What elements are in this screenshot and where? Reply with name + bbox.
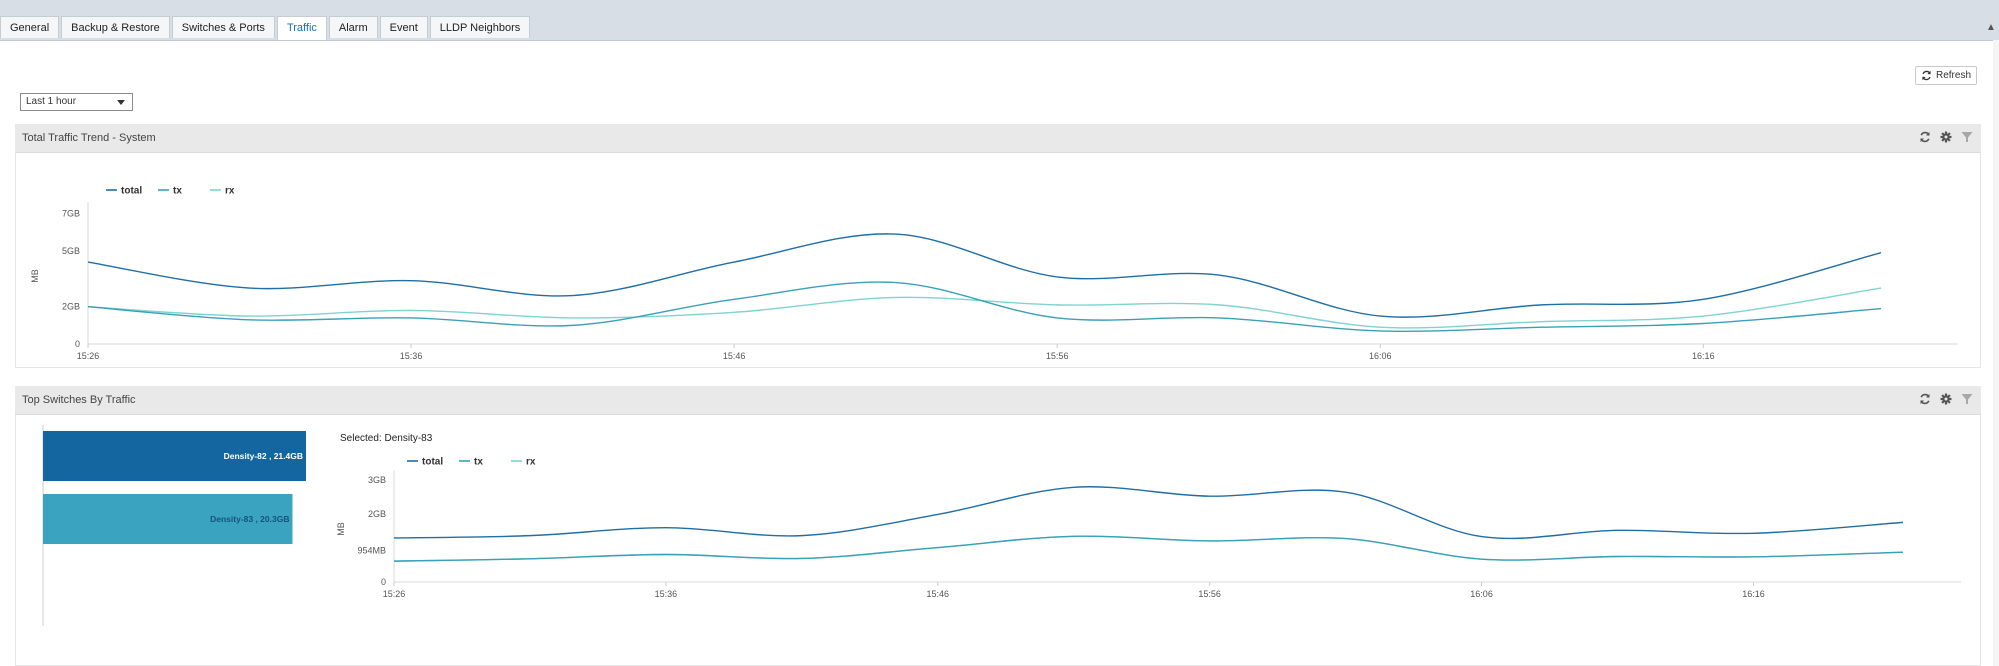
bar-label: Density-82 , 21.4GB bbox=[224, 451, 303, 461]
y-axis-label: MB bbox=[336, 522, 346, 536]
x-tick-label: 15:56 bbox=[1046, 351, 1069, 361]
y-tick-label: 7GB bbox=[62, 209, 80, 219]
y-tick-label: 0 bbox=[75, 339, 80, 349]
refresh-icon[interactable] bbox=[1919, 131, 1931, 143]
tab-alarm[interactable]: Alarm bbox=[328, 16, 378, 38]
refresh-icon[interactable] bbox=[1919, 393, 1931, 405]
tab-event[interactable]: Event bbox=[379, 16, 428, 38]
legend-label-tx[interactable]: tx bbox=[173, 186, 182, 197]
y-tick-label: 5GB bbox=[62, 246, 80, 256]
refresh-button[interactable]: Refresh bbox=[1915, 66, 1977, 85]
x-tick-label: 16:16 bbox=[1692, 351, 1715, 361]
filter-icon[interactable] bbox=[1961, 393, 1973, 405]
time-range-select[interactable]: Last 1 hour bbox=[20, 93, 133, 111]
y-axis-label: MB bbox=[30, 269, 40, 283]
top-switches-panel-header: Top Switches By Traffic bbox=[15, 386, 1981, 415]
bar-label: Density-83 , 20.3GB bbox=[210, 514, 289, 524]
tab-backup-restore[interactable]: Backup & Restore bbox=[61, 16, 170, 38]
selected-switch-label: Selected: Density-83 bbox=[340, 433, 433, 444]
x-tick-label: 16:16 bbox=[1742, 589, 1765, 599]
x-tick-label: 15:36 bbox=[655, 589, 678, 599]
x-tick-label: 15:46 bbox=[927, 589, 950, 599]
legend-label-total[interactable]: total bbox=[422, 457, 443, 468]
bar-density-82[interactable] bbox=[43, 431, 306, 481]
time-range-value: Last 1 hour bbox=[26, 96, 77, 107]
refresh-label: Refresh bbox=[1935, 70, 1971, 81]
series-line-tx[interactable] bbox=[393, 535, 1904, 562]
bar-density-83[interactable] bbox=[43, 494, 293, 544]
refresh-icon bbox=[1922, 70, 1931, 81]
tab-switches-ports[interactable]: Switches & Ports bbox=[171, 16, 275, 38]
top-switches-panel-body: Density-82 , 21.4GB Density-83 , 20.3GB t… bbox=[15, 415, 1981, 666]
total-traffic-panel-header: Total Traffic Trend - System bbox=[15, 124, 1981, 153]
dropdown-caret-icon bbox=[117, 100, 125, 105]
y-tick-label: 3GB bbox=[368, 475, 386, 485]
vertical-scrollbar[interactable] bbox=[1993, 40, 1999, 666]
selected-switch-traffic-chart: total tx rx 0 954MB 2GB 3GB MB 15:26 15:36 15:46 15… bbox=[336, 457, 1961, 599]
x-tick-label: 15:36 bbox=[400, 351, 423, 361]
scroll-up-arrow-icon[interactable]: ▲ bbox=[1986, 22, 1996, 33]
series-line-total[interactable] bbox=[393, 486, 1904, 540]
filter-icon[interactable] bbox=[1961, 131, 1973, 143]
tab-general[interactable]: General bbox=[0, 16, 60, 38]
total-traffic-chart: total tx rx 0 2GB 5GB 7GB MB 15:26 15:36 15:46 15:5… bbox=[30, 186, 1958, 361]
y-tick-label: 2GB bbox=[62, 302, 80, 312]
series-line-total[interactable] bbox=[87, 233, 1882, 318]
tab-lldp-neighbors[interactable]: LLDP Neighbors bbox=[429, 16, 531, 38]
legend-label-total[interactable]: total bbox=[121, 186, 142, 197]
total-traffic-panel-body: total tx rx 0 2GB 5GB 7GB MB 15:26 15:36 15:46 15:5… bbox=[15, 153, 1981, 368]
panel-title: Top Switches By Traffic bbox=[22, 394, 136, 406]
legend-label-tx[interactable]: tx bbox=[474, 457, 483, 468]
tab-bar: General Backup & Restore Switches & Port… bbox=[0, 0, 1999, 41]
y-tick-label: 0 bbox=[381, 577, 386, 587]
gear-icon[interactable] bbox=[1940, 393, 1952, 405]
x-tick-label: 15:46 bbox=[723, 351, 746, 361]
tab-list: General Backup & Restore Switches & Port… bbox=[0, 16, 532, 40]
x-tick-label: 16:06 bbox=[1369, 351, 1392, 361]
legend-label-rx[interactable]: rx bbox=[526, 457, 536, 468]
x-tick-label: 15:56 bbox=[1198, 589, 1221, 599]
y-tick-label: 2GB bbox=[368, 509, 386, 519]
y-tick-label: 954MB bbox=[357, 545, 386, 555]
x-tick-label: 15:26 bbox=[77, 351, 100, 361]
series-line-tx[interactable] bbox=[87, 281, 1882, 333]
panel-title: Total Traffic Trend - System bbox=[22, 132, 156, 144]
top-switches-bar-chart: Density-82 , 21.4GB Density-83 , 20.3GB bbox=[42, 425, 306, 626]
tab-traffic[interactable]: Traffic bbox=[276, 16, 327, 40]
series-line-rx[interactable] bbox=[87, 287, 1882, 329]
x-tick-label: 16:06 bbox=[1470, 589, 1493, 599]
gear-icon[interactable] bbox=[1940, 131, 1952, 143]
legend-label-rx[interactable]: rx bbox=[225, 186, 235, 197]
x-tick-label: 15:26 bbox=[383, 589, 406, 599]
